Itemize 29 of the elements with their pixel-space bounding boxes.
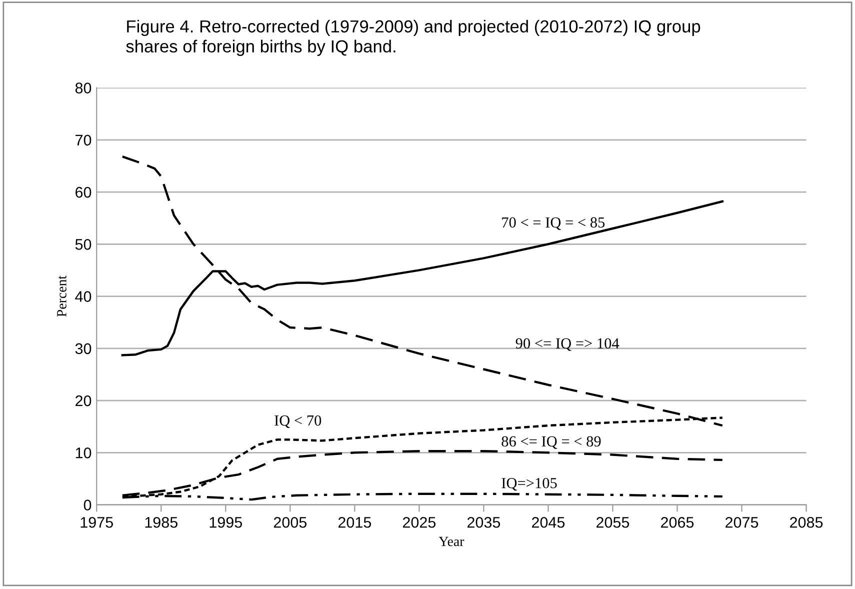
chart-title: Figure 4. Retro-corrected (1979-2009) and projected (2010-2072) IQ group shares of foreign births by IQ band. <box>126 20 700 56</box>
x-tick-label: 2055 <box>596 516 630 528</box>
y-tick-label: 20 <box>76 395 92 406</box>
x-axis-title: Year <box>438 536 464 546</box>
x-tick-label: 1985 <box>145 516 178 528</box>
x-tick-label: 2045 <box>532 516 565 528</box>
x-tick-label: 2005 <box>274 516 307 528</box>
series-label: IQ < 70 <box>274 415 322 428</box>
y-tick-label: 60 <box>76 186 92 198</box>
x-tick-label: 2035 <box>467 516 500 528</box>
x-tick-label: 2025 <box>402 516 436 528</box>
x-tick-label: 1995 <box>210 516 242 528</box>
y-tick-label: 70 <box>76 134 92 146</box>
y-tick-label: 50 <box>75 239 92 250</box>
x-tick-label: 2075 <box>726 516 758 528</box>
series-label: IQ=>105 <box>502 478 557 491</box>
series-label: 86 <= IQ = < 89 <box>502 436 601 449</box>
x-tick-label: 2085 <box>790 516 823 528</box>
y-tick-label: 0 <box>84 500 92 510</box>
series-label: 90 <= IQ => 104 <box>516 338 620 351</box>
y-tick-label: 80 <box>75 82 92 94</box>
x-tick-label: 2015 <box>338 516 372 528</box>
y-tick-label: 30 <box>75 343 92 354</box>
y-axis-title: Percent <box>57 276 66 317</box>
y-tick-label: 40 <box>75 291 92 302</box>
x-tick-label: 1975 <box>80 516 113 528</box>
y-tick-label: 10 <box>76 448 92 458</box>
x-tick-label: 2065 <box>661 516 694 528</box>
series-label: 70 < = IQ = < 85 <box>502 217 605 230</box>
